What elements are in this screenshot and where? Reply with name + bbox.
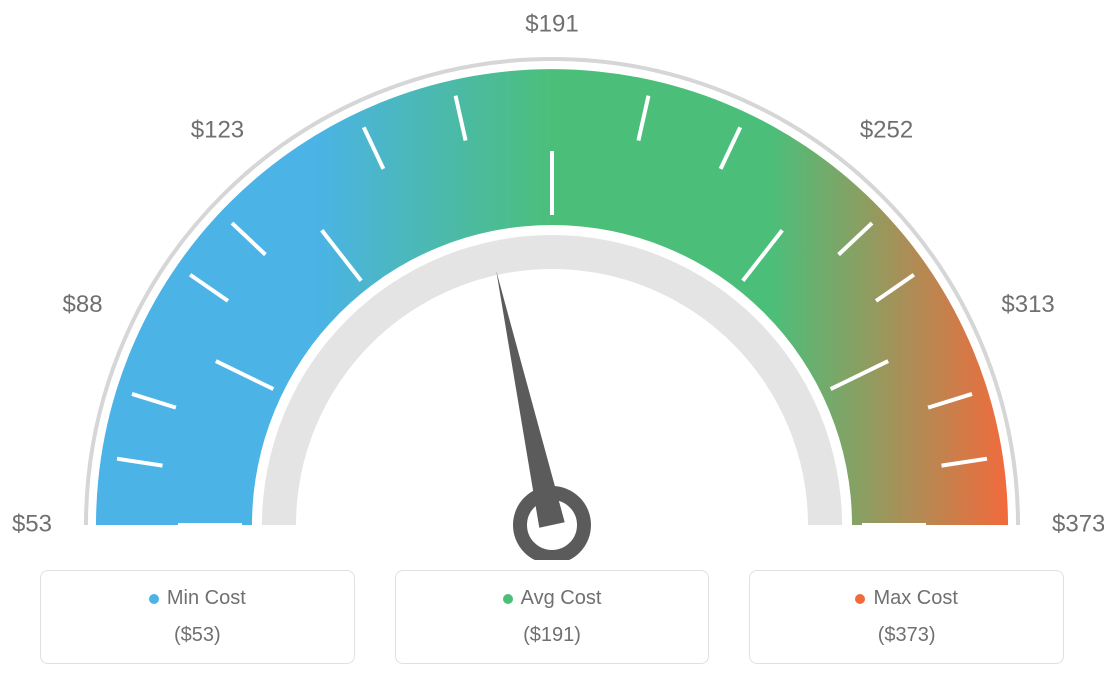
legend-max-cost: Max Cost ($373) — [749, 570, 1064, 664]
tick-label: $252 — [860, 116, 913, 143]
tick-label: $53 — [12, 510, 52, 537]
legend-min-cost: Min Cost ($53) — [40, 570, 355, 664]
legend-min-title: Min Cost — [149, 587, 246, 610]
legend-avg-dot — [503, 594, 513, 604]
legend-min-dot — [149, 594, 159, 604]
gauge-chart: $53 $88 $123 $191 $252 $313 $373 — [0, 0, 1104, 560]
legend-max-dot — [855, 594, 865, 604]
gauge-svg: $53 $88 $123 $191 $252 $313 $373 — [0, 0, 1104, 560]
tick-label: $373 — [1052, 510, 1104, 537]
legend-max-label: Max Cost — [873, 587, 957, 610]
legend-max-value: ($373) — [770, 624, 1043, 647]
legend-avg-cost: Avg Cost ($191) — [395, 570, 710, 664]
legend-avg-value: ($191) — [416, 624, 689, 647]
tick-label: $313 — [1001, 291, 1054, 318]
tick-label: $191 — [525, 10, 578, 37]
legend-min-label: Min Cost — [167, 587, 246, 610]
legend-avg-label: Avg Cost — [521, 587, 602, 610]
tick-label: $123 — [191, 116, 244, 143]
legend-min-value: ($53) — [61, 624, 334, 647]
legend-row: Min Cost ($53) Avg Cost ($191) Max Cost … — [0, 570, 1104, 664]
tick-label: $88 — [63, 291, 103, 318]
legend-avg-title: Avg Cost — [503, 587, 602, 610]
legend-max-title: Max Cost — [855, 587, 957, 610]
